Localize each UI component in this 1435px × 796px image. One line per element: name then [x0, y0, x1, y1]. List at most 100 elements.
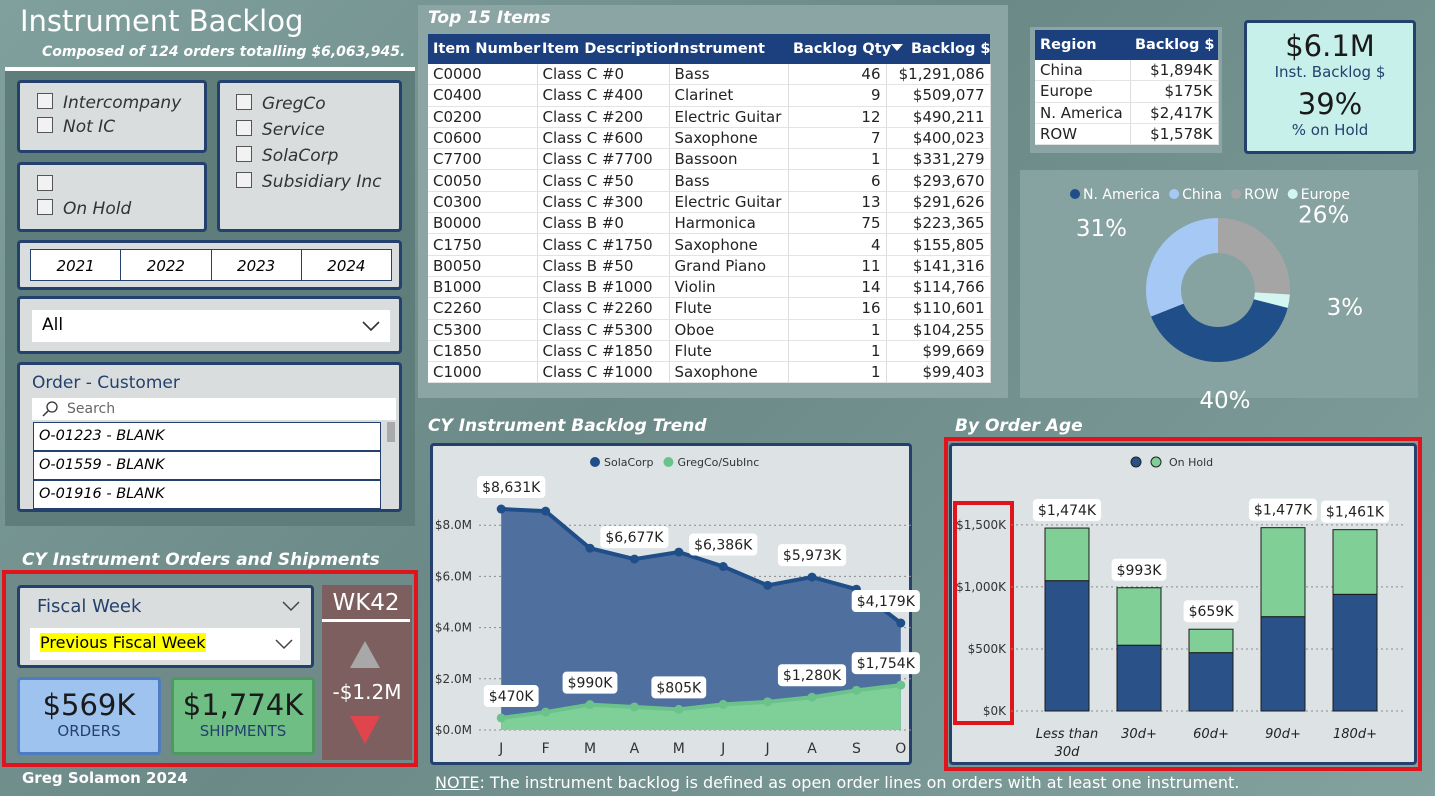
table-cell: 4 [788, 233, 887, 256]
x-tick-label: A [630, 741, 640, 757]
year-button[interactable]: 2021 [56, 257, 95, 275]
label: Intercompany [63, 93, 182, 113]
table-cell: $400,023 [886, 127, 991, 150]
table-cell: $110,601 [886, 297, 991, 320]
donut-slice [1146, 218, 1218, 317]
legend-label: GregCo/SubInc [677, 456, 759, 469]
x-tick-label: 60d+ [1193, 727, 1229, 742]
table-cell: Flute [669, 340, 789, 363]
label: SolaCorp [262, 146, 339, 166]
data-label-group: $990K [562, 671, 618, 694]
point [718, 699, 728, 709]
checkbox-item[interactable]: GregCo [236, 94, 399, 120]
table-cell: N. America [1035, 102, 1131, 124]
point [807, 572, 817, 582]
table-cell: $99,669 [886, 340, 991, 363]
year-button[interactable]: 2023 [210, 250, 301, 280]
label: Subsidiary Inc [262, 172, 382, 192]
checkbox-item[interactable]: Intercompany [37, 93, 204, 117]
legend-marker [663, 457, 674, 467]
table-cell: 9 [788, 84, 887, 107]
checkbox-item[interactable]: Service [236, 120, 399, 146]
label: Service [262, 120, 325, 140]
table-cell: 12 [788, 106, 887, 128]
top-items-table: Item Number Item Description Instrument Bac… [428, 34, 991, 384]
data-label: 26% [1298, 203, 1349, 229]
point [674, 547, 684, 557]
legend-marker [1150, 456, 1162, 468]
table-cell: Class B #0 [537, 212, 670, 235]
table-cell: $331,279 [886, 148, 991, 171]
column-header: Item Description [537, 34, 678, 64]
point [763, 580, 773, 590]
bar-segment [1332, 529, 1378, 595]
x-tick-label: J [720, 741, 725, 757]
table-cell: 16 [788, 297, 887, 320]
table-cell: China [1035, 60, 1131, 82]
order-list: O-01223 - BLANK O-01559 - BLANK O-01916 - … [33, 422, 381, 509]
dropdown[interactable]: All [32, 310, 390, 342]
legend-label: SolaCorp [604, 456, 653, 469]
dropdown-value: All [42, 315, 64, 335]
table-row: C5300 Class C #5300 Oboe 1 $104,255 [428, 319, 991, 341]
period-value: Previous Fiscal Week [40, 633, 206, 652]
table-cell: Class B #50 [537, 255, 670, 277]
legend-label: N. America [1083, 187, 1160, 203]
point [629, 702, 639, 712]
table-cell: C0000 [428, 64, 538, 86]
y-tick-label: $8.0M [435, 518, 472, 532]
year-button[interactable]: 2022 [120, 250, 210, 280]
table-cell: Class C #1750 [537, 233, 670, 256]
table-cell: Clarinet [669, 84, 789, 107]
table-cell: C0200 [428, 106, 538, 128]
label-box [477, 476, 546, 499]
label-box [1320, 500, 1390, 523]
table-cell: $1,894K [1130, 60, 1219, 82]
data-label-group: $470K [483, 684, 539, 707]
table-cell: Flute [669, 297, 789, 320]
dropdown-slicer: All [17, 296, 402, 354]
author: Greg Solamon 2024 [22, 769, 188, 787]
table-row: C0300 Class C #300 Electric Guitar 13 $291,6… [428, 191, 991, 214]
point [896, 618, 906, 628]
checkbox-item[interactable]: On Hold [37, 199, 204, 223]
hold-slicer: On Hold [17, 162, 207, 232]
bar-segment [1260, 616, 1306, 712]
table-row: C1750 Class C #1750 Saxophone 4 $155,805 [428, 233, 991, 256]
data-label: 40% [1199, 388, 1250, 414]
checkbox-item[interactable]: Not IC [37, 117, 204, 141]
legend-marker [1231, 189, 1242, 199]
section-title: CY Instrument Orders and Shipments [22, 550, 380, 570]
kpi-label: % on Hold [1291, 121, 1369, 139]
period-dropdown[interactable]: Previous Fiscal Week [30, 628, 300, 660]
period-label: Fiscal Week [37, 596, 142, 617]
data-label-group: $1,474K [1032, 499, 1102, 522]
table-cell: $155,805 [886, 233, 991, 256]
column-header: Backlog $ [886, 34, 991, 64]
search-box[interactable]: Search [32, 398, 396, 420]
table-cell: C1850 [428, 340, 538, 363]
label: On Hold [63, 199, 132, 219]
table-cell: B1000 [428, 276, 538, 299]
chevron [362, 321, 380, 332]
header-row: Item Number Item Description Instrument Bac… [428, 34, 991, 64]
table-row: B0050 Class B #50 Grand Piano 11 $141,316 [428, 255, 991, 277]
chevron [275, 639, 293, 650]
chevron [282, 601, 300, 612]
kpi-value: 39% [1297, 87, 1363, 121]
ic-slicer: Intercompany Not IC [17, 80, 207, 153]
point [896, 680, 906, 690]
period-slicer: Fiscal Week Previous Fiscal Week [17, 585, 314, 668]
table-cell: $114,766 [886, 276, 991, 299]
checkbox-item[interactable]: Subsidiary Inc [236, 172, 399, 198]
data-label-group: $6,386K [689, 533, 758, 556]
data-label-group: $6,677K [600, 526, 669, 549]
year-button[interactable]: 2024 [300, 250, 391, 280]
year-buttons: 2021 2022 2023 2024 [30, 249, 392, 281]
data-label-group: $5,973K [777, 544, 847, 567]
checkbox-item[interactable] [37, 175, 204, 199]
checkbox-item[interactable]: SolaCorp [236, 146, 399, 172]
table-cell: 7 [788, 127, 887, 150]
bar-segment [1188, 652, 1234, 712]
divider [5, 67, 415, 71]
